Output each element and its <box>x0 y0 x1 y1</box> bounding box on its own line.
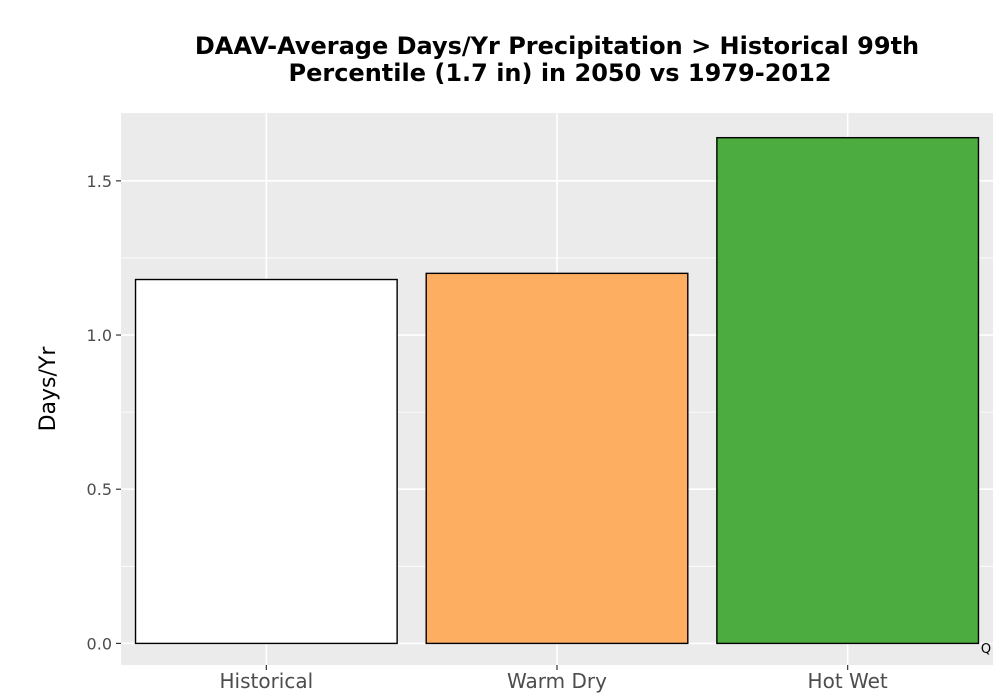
chart-title-line-2: Percentile (1.7 in) in 2050 vs 1979-2012 <box>289 59 832 87</box>
bar-hot-wet <box>716 136 980 645</box>
x-tick-label: Historical <box>219 669 313 693</box>
y-tick-label: 1.0 <box>87 326 112 345</box>
x-tick-label: Warm Dry <box>507 669 607 693</box>
y-axis-title: Days/Yr <box>36 346 61 432</box>
y-tick-label: 1.5 <box>87 172 112 191</box>
x-tick-label: Hot Wet <box>808 669 888 693</box>
x-axis-ticks: Historical Warm Dry Hot Wet <box>219 665 888 693</box>
y-axis-ticks: 0.0 0.5 1.0 1.5 <box>87 172 121 653</box>
bar-warm-dry <box>425 272 689 645</box>
y-tick-label: 0.0 <box>87 634 112 653</box>
bars-group <box>134 136 980 645</box>
bar-historical <box>134 278 398 645</box>
y-tick-label: 0.5 <box>87 480 112 499</box>
corner-mark: Q <box>981 642 991 657</box>
chart-title-line-1: DAAV-Average Days/Yr Precipitation > His… <box>195 32 919 60</box>
